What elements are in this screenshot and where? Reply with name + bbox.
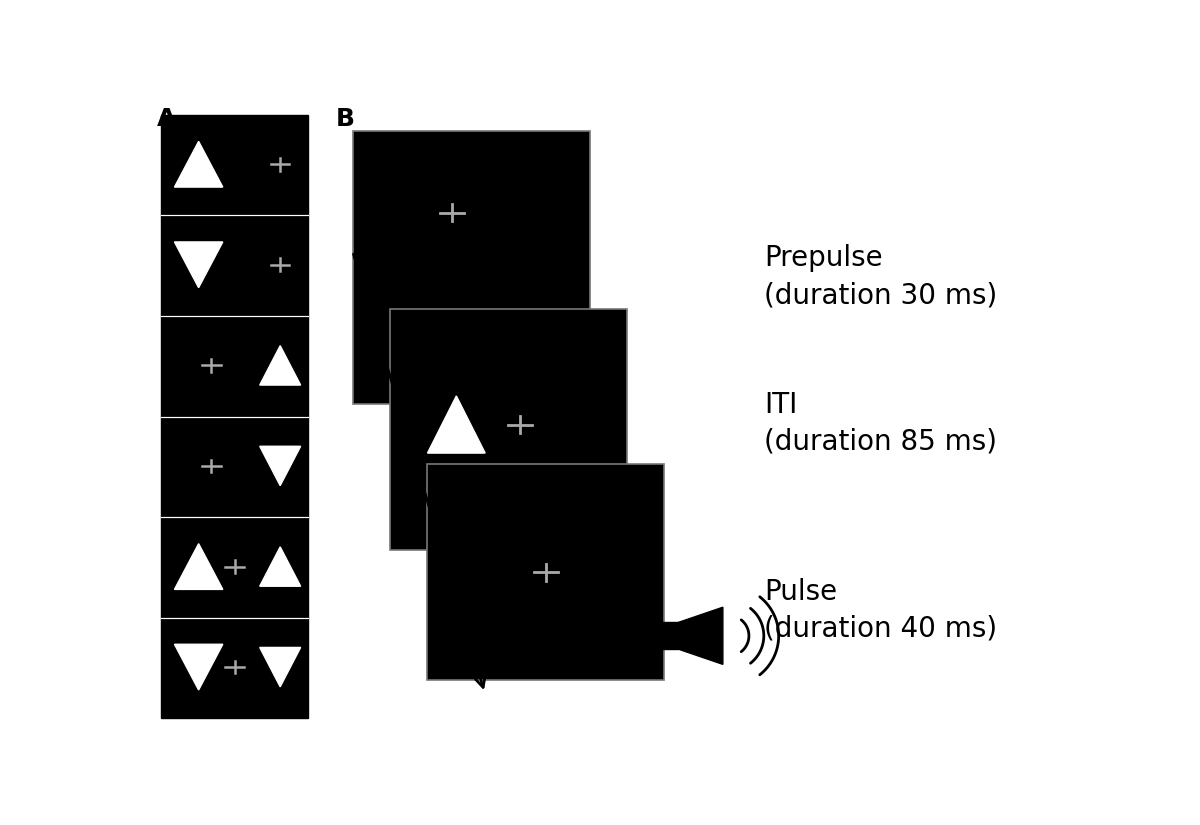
Polygon shape	[174, 242, 223, 288]
Polygon shape	[174, 544, 223, 589]
Polygon shape	[259, 446, 301, 486]
Text: Pulse
(duration 40 ms): Pulse (duration 40 ms)	[764, 578, 997, 643]
Bar	[353, 131, 590, 404]
Polygon shape	[259, 547, 301, 587]
Polygon shape	[259, 346, 301, 385]
Text: ITI
(duration 85 ms): ITI (duration 85 ms)	[764, 390, 997, 455]
Polygon shape	[653, 622, 678, 649]
Polygon shape	[259, 648, 301, 687]
Text: B: B	[336, 106, 355, 130]
Text: Prepulse
(duration 30 ms): Prepulse (duration 30 ms)	[764, 244, 997, 309]
Polygon shape	[427, 396, 485, 453]
Polygon shape	[678, 607, 722, 664]
Bar	[390, 309, 628, 550]
Bar	[427, 464, 665, 681]
Text: A: A	[156, 106, 176, 130]
FancyArrowPatch shape	[354, 254, 485, 687]
Polygon shape	[174, 644, 223, 690]
Polygon shape	[174, 141, 223, 187]
Bar	[161, 115, 308, 719]
